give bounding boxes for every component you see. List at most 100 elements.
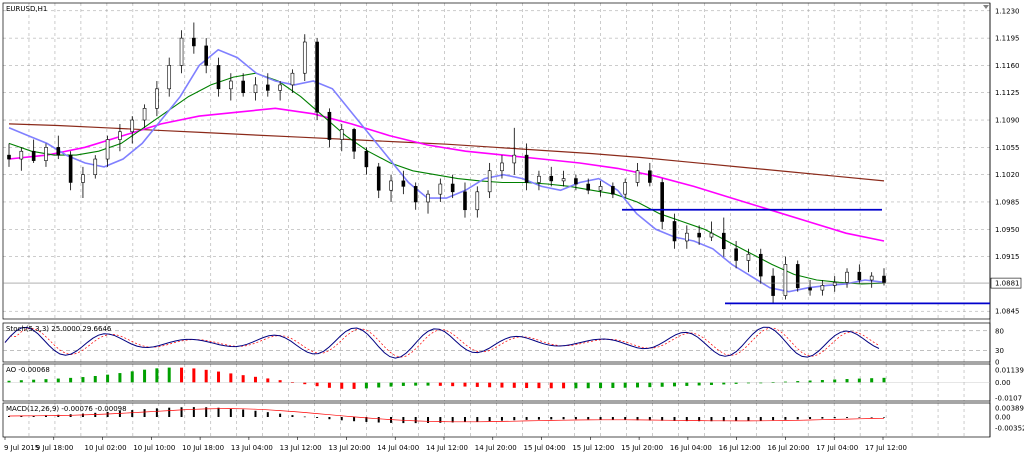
time-tick-label: 17 Jul 04:00 (816, 444, 858, 452)
macd-bar (870, 417, 873, 418)
ao-bar-up (32, 379, 36, 383)
stoch-tick-label: 30 (995, 347, 1004, 355)
chart-shift-icon (983, 5, 989, 9)
macd-bar (143, 409, 146, 417)
current-price-label: 1.0881 (995, 280, 1020, 288)
candle-bear (611, 186, 615, 195)
time-tick-label: 10 Jul 02:00 (85, 444, 127, 452)
macd-bar (155, 408, 158, 417)
candle-bull (19, 150, 24, 160)
candle-bear (241, 80, 245, 94)
macd-bar (316, 417, 319, 418)
macd-bar (648, 417, 651, 421)
macd-bar (661, 417, 664, 421)
candle-bull (635, 170, 640, 183)
ao-tick-label: 0.01139 (995, 367, 1024, 375)
macd-bar (772, 417, 775, 421)
macd-bar (365, 417, 368, 422)
stoch-signal-line (4, 327, 880, 358)
horizontal-lines (622, 208, 990, 305)
ao-bar-up (882, 377, 886, 383)
time-tick-label: 14 Jul 12:00 (426, 444, 468, 452)
ao-bar-up (611, 382, 615, 388)
macd-bar (217, 407, 220, 417)
ma-slow-line (8, 107, 885, 242)
ao-bar-up (389, 382, 393, 387)
macd-bar (698, 417, 701, 422)
macd-bar (525, 417, 528, 420)
candle-bull (290, 72, 295, 86)
macd-bar (118, 411, 121, 417)
macd-bar (562, 417, 565, 420)
time-tick-label: 14 Jul 20:00 (475, 444, 517, 452)
ao-bar-up (734, 382, 738, 384)
candle-bull (81, 174, 85, 183)
candle-bear (352, 129, 356, 152)
candle-bear (56, 147, 61, 156)
ao-bar-down (278, 380, 282, 383)
macd-bar (883, 417, 885, 418)
ao-bar-up (709, 382, 713, 385)
ao-bar-down (340, 382, 344, 389)
time-tick-label: 13 Jul 12:00 (280, 444, 322, 452)
candle-bull (832, 282, 837, 286)
ao-bar-up (426, 382, 430, 386)
macd-bar (414, 417, 417, 424)
candle-bear (882, 275, 886, 284)
ao-bar-down (500, 382, 504, 388)
candle-bear (808, 287, 812, 291)
macd-bar (291, 415, 294, 417)
candle-bull (500, 162, 504, 172)
ao-bar-down (217, 371, 221, 383)
candle-bear (697, 232, 701, 238)
candle-bull (167, 65, 172, 90)
price-tick-label: 1.0985 (995, 198, 1020, 206)
candle-bull (130, 119, 135, 133)
candle-bear (7, 154, 11, 160)
time-tick-label: 16 Jul 04:00 (670, 444, 712, 452)
macd-bar (266, 412, 269, 417)
candle-bull (118, 131, 122, 140)
macd-bar (833, 417, 836, 419)
candle-bull (44, 147, 48, 161)
candle-bear (734, 248, 738, 261)
candle-bull (426, 193, 430, 203)
ao-bar-down (463, 382, 467, 387)
ao-bar-up (19, 380, 23, 383)
macd-bar (328, 417, 331, 420)
ao-bar-down (475, 382, 479, 387)
macd-bar (710, 417, 713, 422)
ao-bar-up (130, 371, 134, 383)
macd-bar (192, 407, 195, 417)
macd-bar (131, 410, 134, 417)
grid (3, 3, 990, 437)
macd-bar (168, 407, 171, 417)
candle-bull (487, 170, 492, 193)
candle-bull (783, 264, 788, 296)
macd-bar (106, 411, 109, 417)
macd-bar (488, 417, 491, 422)
macd-bar (735, 417, 738, 422)
ao-bar-up (7, 380, 11, 383)
ao-bar-up (143, 369, 147, 383)
macd-tick-label: 0.00389 (995, 405, 1024, 413)
ao-bar-up (870, 378, 874, 383)
indicators (3, 326, 990, 424)
macd-bar (673, 417, 676, 421)
ao-bar-up (746, 382, 750, 384)
ao-bar-down (303, 382, 307, 385)
candle-bear (857, 271, 862, 281)
time-tick-label: 17 Jul 12:00 (865, 444, 907, 452)
ao-bar-up (636, 382, 640, 388)
macd-bar (242, 409, 245, 417)
stoch-label: Stoch(5,3,3) 25.0000 29.6646 (6, 325, 112, 333)
ma-fast-line (8, 48, 885, 293)
ao-bar-up (81, 377, 85, 383)
candle-bear (549, 175, 554, 182)
ao-bar-up (857, 378, 861, 383)
candle-bear (574, 178, 578, 185)
macd-bar (44, 415, 47, 417)
price-tick-label: 1.1055 (995, 144, 1020, 152)
ao-bar-down (204, 369, 208, 383)
candle-bull (598, 186, 603, 191)
